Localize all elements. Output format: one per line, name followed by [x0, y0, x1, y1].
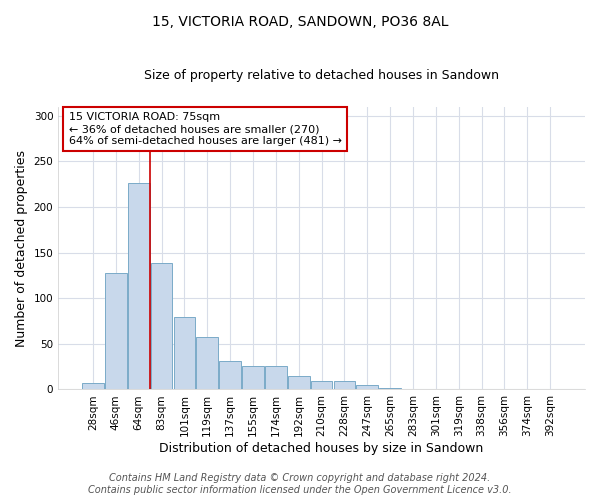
Bar	[173, 316, 195, 390]
Bar	[265, 366, 287, 390]
Text: Contains HM Land Registry data © Crown copyright and database right 2024.
Contai: Contains HM Land Registry data © Crown c…	[88, 474, 512, 495]
Bar	[379, 388, 401, 390]
Bar	[196, 336, 218, 390]
Bar	[151, 262, 172, 390]
Bar	[311, 382, 332, 390]
Text: 15, VICTORIA ROAD, SANDOWN, PO36 8AL: 15, VICTORIA ROAD, SANDOWN, PO36 8AL	[152, 15, 448, 29]
Bar	[494, 388, 515, 390]
Bar	[219, 361, 241, 390]
Y-axis label: Number of detached properties: Number of detached properties	[15, 150, 28, 346]
Bar	[82, 383, 104, 390]
Text: 15 VICTORIA ROAD: 75sqm
← 36% of detached houses are smaller (270)
64% of semi-d: 15 VICTORIA ROAD: 75sqm ← 36% of detache…	[69, 112, 342, 146]
Title: Size of property relative to detached houses in Sandown: Size of property relative to detached ho…	[144, 69, 499, 82]
Bar	[334, 382, 355, 390]
Bar	[425, 388, 447, 390]
Bar	[105, 272, 127, 390]
Bar	[242, 366, 264, 390]
Bar	[128, 184, 149, 390]
X-axis label: Distribution of detached houses by size in Sandown: Distribution of detached houses by size …	[160, 442, 484, 455]
Bar	[356, 385, 378, 390]
Bar	[288, 376, 310, 390]
